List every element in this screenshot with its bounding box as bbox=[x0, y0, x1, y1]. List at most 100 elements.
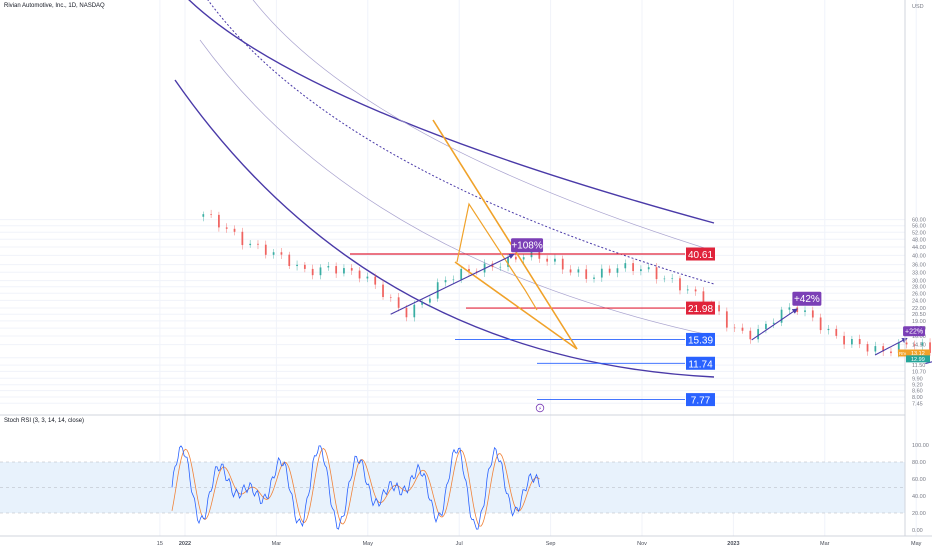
stoch-rsi-band bbox=[0, 461, 905, 514]
stoch-rsi-d bbox=[171, 448, 540, 527]
candle-body bbox=[288, 254, 291, 267]
price-tick: 30.00 bbox=[912, 279, 926, 285]
move-arrows bbox=[390, 253, 932, 365]
time-tick: Nov bbox=[637, 541, 647, 547]
level-badge-11.74 bbox=[686, 356, 715, 370]
level-label-21.98: 21.98 bbox=[688, 304, 713, 315]
candle-body bbox=[671, 278, 674, 279]
candle-body bbox=[733, 327, 736, 329]
candle-body bbox=[397, 297, 400, 308]
candle-body bbox=[811, 310, 814, 318]
candle-body bbox=[366, 276, 369, 279]
indicator-title: Stoch RSI (3, 3, 14, 14, close) bbox=[4, 418, 85, 424]
candle-body bbox=[569, 269, 572, 273]
candle-body bbox=[225, 227, 228, 229]
candle-body bbox=[640, 269, 642, 272]
candle-body bbox=[780, 309, 783, 323]
price-tick: 8.00 bbox=[912, 395, 923, 401]
candle-body bbox=[632, 263, 634, 272]
candle-body bbox=[546, 258, 549, 262]
price-tick: 8.60 bbox=[912, 389, 923, 395]
falling-wedge bbox=[432, 119, 578, 350]
price-tick: 36.00 bbox=[912, 263, 926, 269]
channel-inner-lower bbox=[199, 39, 715, 337]
stoch-rsi-lines bbox=[171, 445, 540, 530]
candle-body bbox=[468, 268, 470, 272]
rsi-tick: 100.00 bbox=[912, 443, 929, 449]
candle-body bbox=[343, 268, 345, 274]
candle-body bbox=[663, 278, 666, 280]
event-circle bbox=[535, 403, 545, 413]
candle-body bbox=[929, 342, 931, 353]
move-badge-1 bbox=[511, 238, 544, 253]
stoch-rsi-k bbox=[171, 445, 540, 530]
candle-body bbox=[233, 228, 236, 232]
price-tick: 28.00 bbox=[912, 285, 926, 291]
candle-body bbox=[460, 268, 463, 280]
candle-body bbox=[905, 342, 908, 345]
candle-body bbox=[257, 243, 259, 245]
chart-title: Rivian Automotive, Inc., 1D, NASDAQ bbox=[4, 3, 105, 9]
candle-body bbox=[335, 266, 338, 274]
event-marker: ⚡ bbox=[535, 403, 545, 413]
time-tick: Mar bbox=[820, 541, 830, 547]
time-tick: Mar bbox=[272, 541, 282, 547]
price-tick: 14.50 bbox=[912, 343, 926, 349]
candle-body bbox=[835, 328, 838, 336]
candle-body bbox=[202, 214, 205, 217]
candle-body bbox=[218, 214, 220, 228]
candle-body bbox=[264, 244, 267, 255]
time-axis: 152022MarMayJulSepNov2023MarMayJulSepNov… bbox=[0, 535, 932, 547]
candle-body bbox=[616, 268, 619, 273]
candle-body bbox=[303, 264, 306, 269]
candle-body bbox=[272, 252, 275, 255]
candle-body bbox=[882, 346, 885, 352]
candle-body bbox=[757, 329, 760, 340]
candle-body bbox=[241, 231, 244, 246]
candle-body bbox=[429, 298, 431, 303]
time-tick: 2022 bbox=[179, 541, 191, 547]
rsi-axis: 100.00 80.00 60.00 40.00 20.00 0.00 bbox=[912, 443, 929, 534]
candle-body bbox=[413, 304, 416, 318]
candle-body bbox=[561, 258, 564, 270]
move-arrow-3 bbox=[874, 337, 908, 356]
candle-body bbox=[374, 276, 377, 285]
candle-body bbox=[600, 268, 603, 278]
price-tick: 10.70 bbox=[912, 369, 926, 375]
candle-body bbox=[694, 289, 697, 292]
candle-body bbox=[350, 268, 353, 271]
price-tick: 44.00 bbox=[912, 245, 926, 251]
wedge-inner bbox=[456, 202, 538, 311]
price-levels: 40.61 21.98 15.39 11.74 7.77 bbox=[350, 247, 715, 407]
candle-body bbox=[280, 252, 283, 255]
candle-body bbox=[827, 328, 830, 331]
candle-body bbox=[647, 267, 650, 270]
price-tick: 52.00 bbox=[912, 230, 926, 236]
candle-body bbox=[507, 256, 509, 267]
price-tick: 24.00 bbox=[912, 298, 926, 304]
price-tick: 7.45 bbox=[912, 401, 923, 407]
candle-body bbox=[772, 322, 775, 324]
candle-body bbox=[804, 310, 806, 312]
level-label-11.74: 11.74 bbox=[688, 359, 713, 370]
prev-price-tag bbox=[906, 355, 930, 363]
candle-body bbox=[554, 258, 556, 262]
wedge-lower bbox=[454, 261, 578, 350]
candle-body bbox=[405, 307, 408, 318]
move-badge-2 bbox=[792, 291, 822, 306]
level-badge-15.39 bbox=[686, 332, 715, 346]
candle-body bbox=[327, 266, 330, 268]
price-tick: 22.00 bbox=[912, 306, 926, 312]
wedge-upper bbox=[432, 119, 578, 350]
candle-body bbox=[725, 311, 728, 328]
move-label-1: +108% bbox=[511, 241, 543, 252]
price-tick: 11.50 bbox=[912, 363, 925, 369]
channel-inner-upper bbox=[252, 0, 715, 252]
rsi-tick: 20.00 bbox=[912, 511, 926, 517]
candle-body bbox=[624, 263, 627, 269]
candle-body bbox=[788, 307, 791, 310]
rsi-tick: 0.00 bbox=[912, 528, 923, 534]
candle-body bbox=[702, 291, 705, 305]
candle-body bbox=[858, 339, 861, 345]
